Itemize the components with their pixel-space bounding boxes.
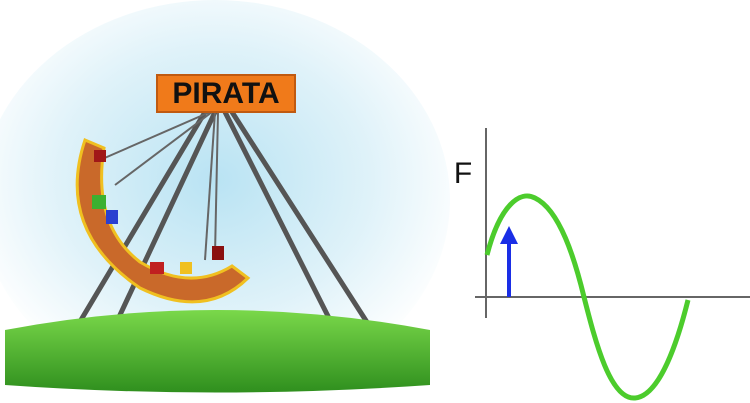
passenger [180,262,192,274]
arrow-head [500,226,518,244]
passenger [150,262,164,274]
force-graph: F [454,128,750,398]
grass-base [5,310,430,393]
sign-label: PIRATA [172,77,279,110]
passenger [94,150,106,162]
ride-scene: PIRATA [0,0,450,400]
grass [5,310,430,393]
illustration: PIRATA F [0,0,750,403]
passenger [106,210,118,224]
axis-label: F [454,157,472,190]
passenger [212,246,224,260]
passenger [92,195,106,209]
